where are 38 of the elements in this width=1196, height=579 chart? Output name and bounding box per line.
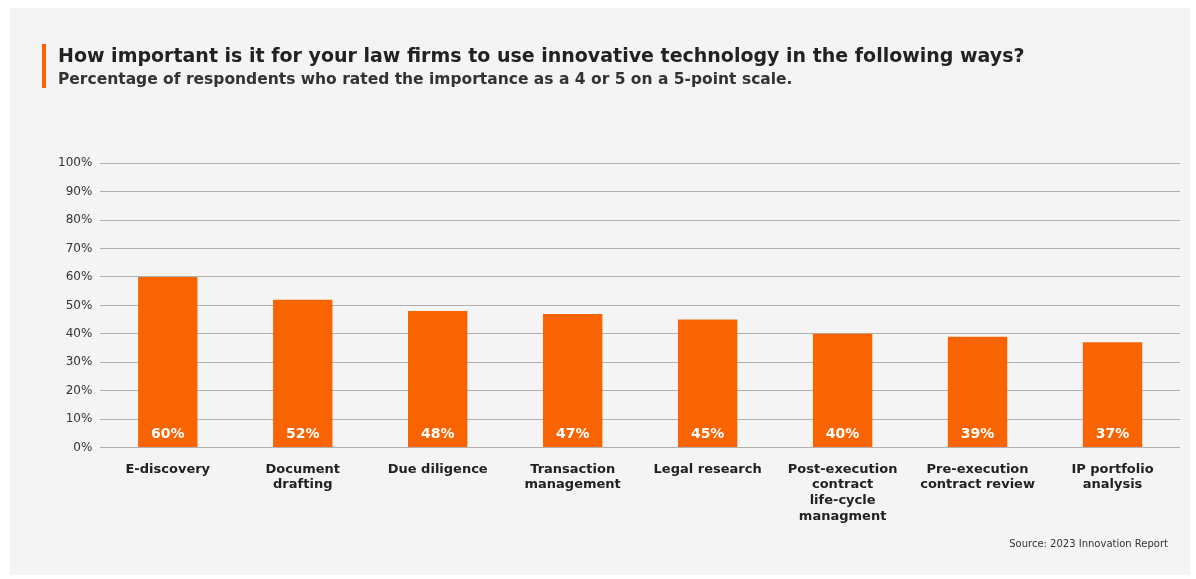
data-label: 52% [285, 424, 320, 441]
y-tick-label: 50% [65, 297, 93, 312]
y-tick-label: 20% [65, 382, 93, 397]
bar [1082, 342, 1143, 448]
data-label: 47% [555, 424, 590, 441]
y-tick-label: 100% [57, 155, 93, 170]
source-note: Source: 2023 Innovation Report [1009, 538, 1168, 549]
y-tick-label: 40% [65, 325, 93, 340]
y-tick-label: 60% [65, 269, 93, 284]
data-label: 60% [151, 424, 185, 441]
bar [542, 313, 603, 448]
x-tick-label: Post-execution contract life-cycle managment [787, 460, 898, 523]
x-tick-label: IP portfolio analysis [1071, 460, 1154, 492]
y-tick-label: 0% [73, 439, 93, 454]
y-tick-label: 30% [65, 354, 93, 369]
x-tick-label: Legal research [653, 460, 762, 476]
data-label: 39% [960, 424, 995, 441]
x-tick-label: Transaction management [524, 460, 621, 492]
data-label: 48% [420, 424, 455, 441]
chart-subtitle: Percentage of respondents who rated the importance as a 4 or 5 on a 5-point scale. [58, 70, 794, 88]
y-tick-label: 80% [65, 212, 93, 227]
chart-title: How important is it for your law firms to use innovative technology in the following ways? [58, 44, 1025, 66]
x-tick-label: Due diligence [387, 460, 488, 476]
data-label: 40% [825, 424, 860, 441]
data-label: 45% [690, 424, 725, 441]
bar [273, 299, 333, 448]
bar [138, 276, 198, 448]
x-tick-label: E-discovery [125, 460, 211, 476]
y-tick-label: 70% [65, 240, 93, 255]
y-tick-label: 90% [65, 183, 93, 198]
bar [408, 311, 468, 448]
bar [812, 333, 873, 448]
bar [947, 336, 1008, 448]
y-tick-label: 10% [65, 411, 93, 426]
x-tick-label: Document drafting [265, 460, 341, 492]
data-label: 37% [1095, 424, 1130, 441]
bar [677, 319, 738, 448]
x-tick-label: Pre-execution contract review [920, 460, 1035, 492]
